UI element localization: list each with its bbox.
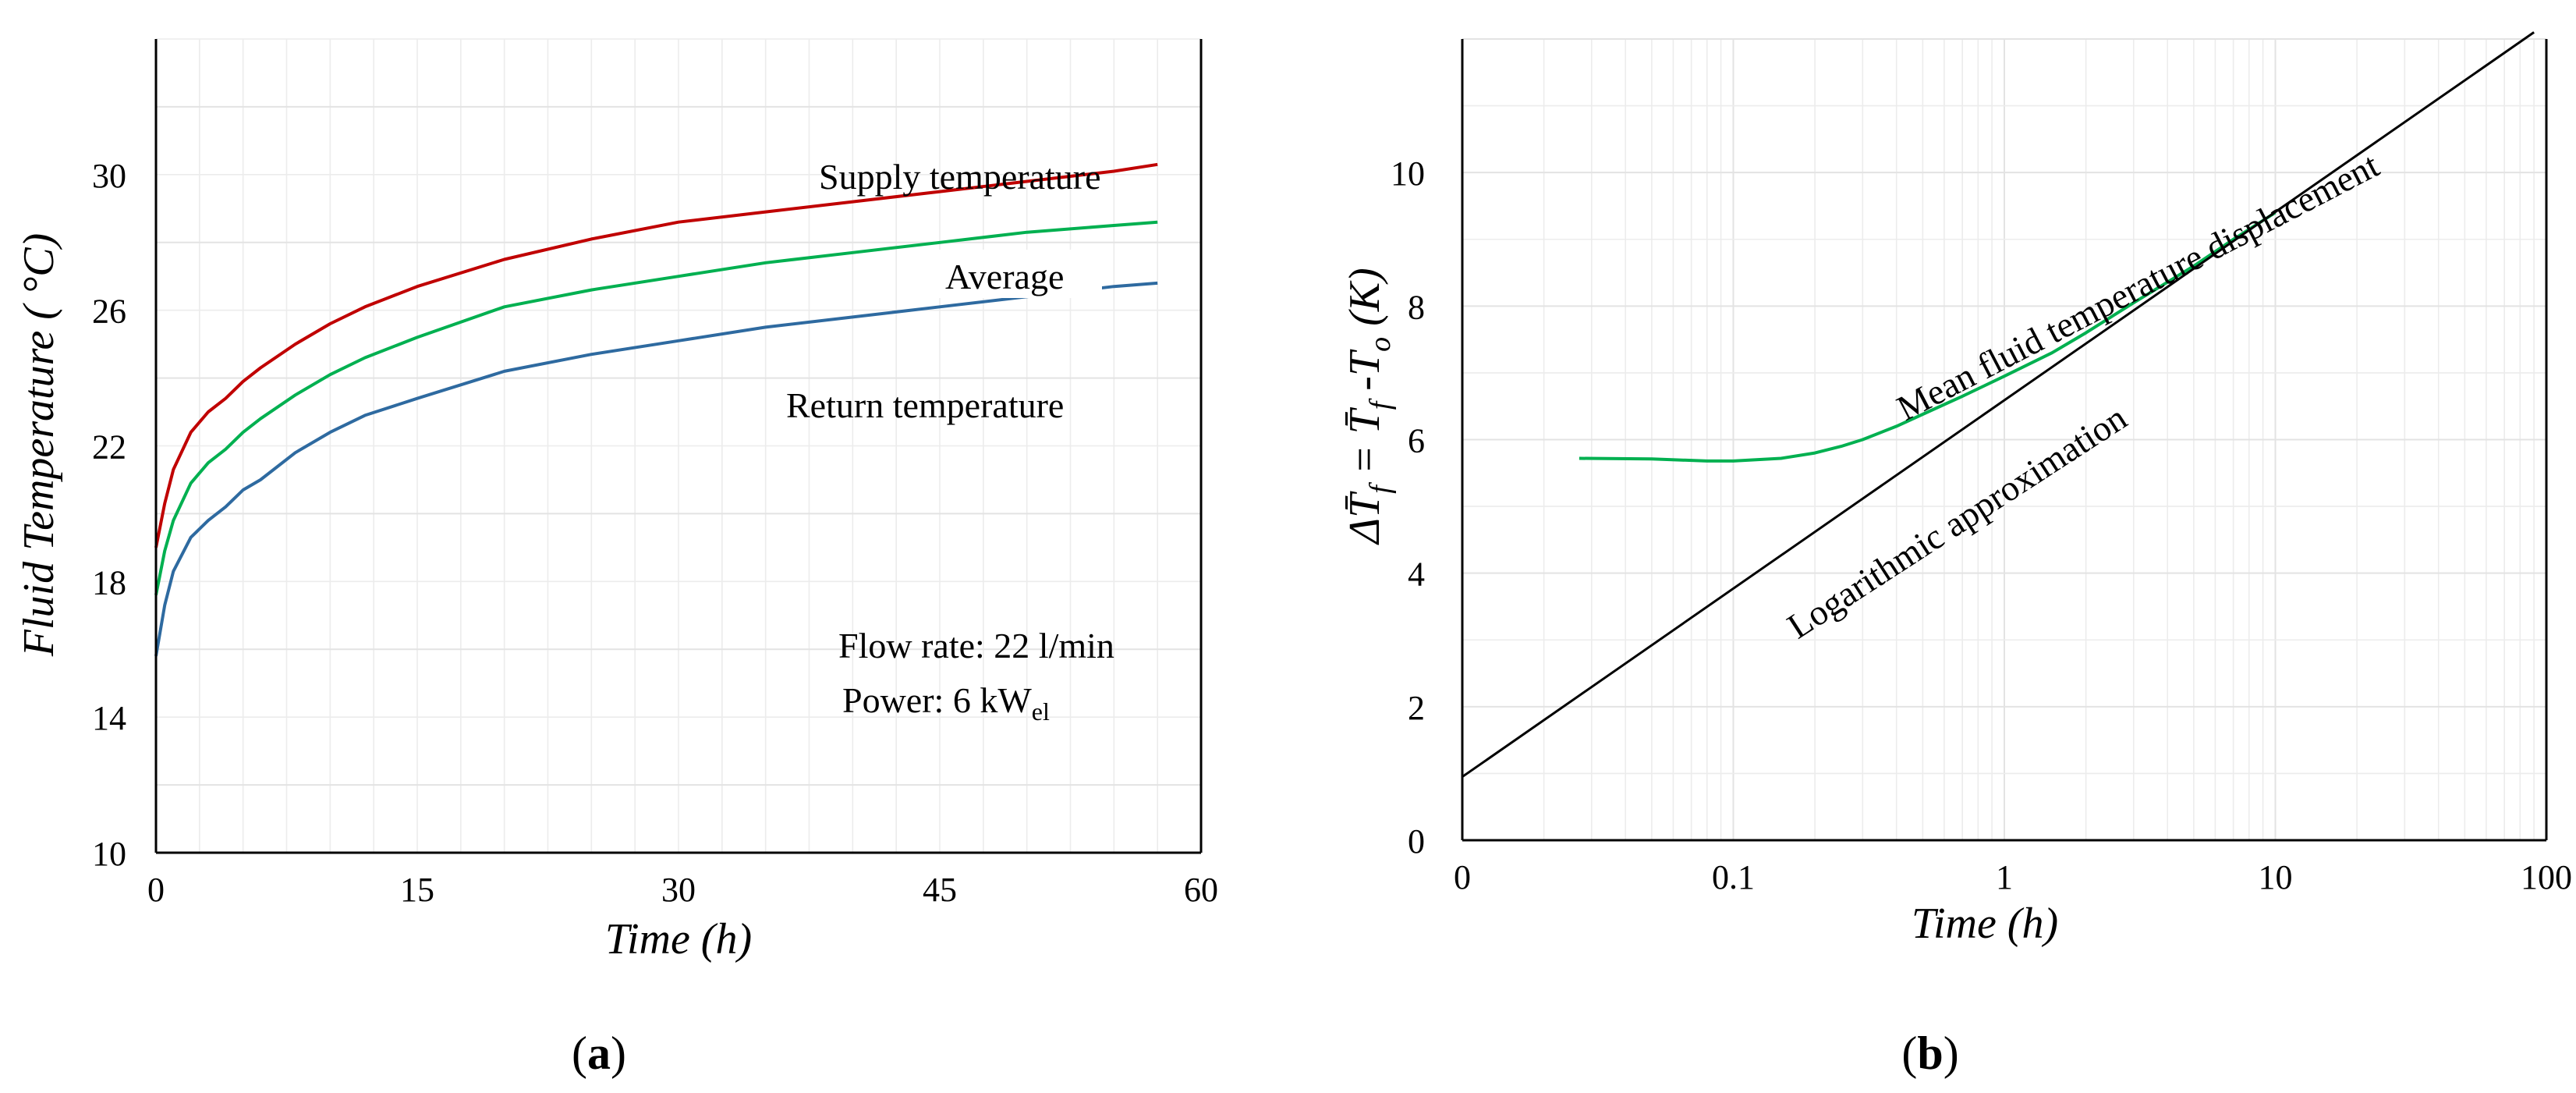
a-y-tick-label: 14 [92,699,126,737]
a-x-tick-label: 45 [923,871,957,909]
chart-b: 0 0.1 1 10 100 0 2 4 6 8 10 Time (h) ΔT̄f = T̄f -T… [1341,31,2572,1079]
b-y-tick-label: 10 [1391,154,1425,193]
b-annotation-log: Logarithmic approximation [1781,397,2134,646]
b-ylabel-minus: -T [1341,349,1389,402]
b-annotation-mean: Mean fluid temperature displacement [1890,145,2385,428]
b-y-tick-label: 8 [1408,288,1425,326]
a-y-tick-label: 10 [92,835,126,873]
b-ylabel-unit: (K) [1341,268,1389,337]
a-y-tick-label: 22 [92,428,126,467]
b-x-tick-label: 10 [2259,858,2293,896]
b-x-tick-label: 0.1 [1712,858,1755,896]
b-y-tick-label: 0 [1408,822,1425,861]
b-ylabel-sub-o: o [1364,337,1397,352]
b-y-tick-label: 2 [1408,689,1425,727]
b-x-tick-label: 1 [1996,858,2013,896]
b-ylabel-delta: ΔT̄ [1341,491,1389,545]
chart-a: 0 15 30 45 60 10 14 18 22 26 30 Time (h) Fluid Tem… [15,38,1218,1079]
b-series-mean-fluid-temperature-displacement [1579,211,2277,463]
b-panel-label: (b) [1901,1027,1958,1079]
a-y-tick-label: 18 [92,563,126,602]
a-annotation-flow: Flow rate: 22 l/min [838,626,1114,665]
a-annotation-average: Average [945,257,1064,296]
b-x-tick-label: 0 [1454,858,1471,896]
b-y-tick-label: 4 [1408,555,1425,594]
a-y-tick-label: 30 [92,157,126,195]
a-y-axis-label: Fluid Temperature ( °C) [15,233,63,657]
a-average-label-box [934,250,1102,298]
b-x-tick-label: 100 [2521,858,2572,896]
a-x-tick-label: 15 [400,871,434,909]
a-panel-label: (a) [572,1027,626,1079]
a-x-tick-label: 60 [1184,871,1218,909]
a-x-axis-label: Time (h) [605,915,752,963]
a-panel-letter: a [587,1027,611,1079]
b-y-axis-label: ΔT̄f = T̄f -To (K) [1341,268,1397,545]
b-ylabel-eq: = T̄ [1341,406,1389,485]
a-power-text: Power: 6 kW [842,680,1032,720]
a-y-tick-label: 26 [92,293,126,331]
a-annotation-power: Power: 6 kWel [842,680,1050,726]
a-series-return-temperature [154,281,1158,657]
a-annotation-return: Return temperature [786,385,1064,425]
a-series-average [154,220,1158,596]
a-annotation-supply: Supply temperature [819,157,1101,197]
a-x-tick-label: 30 [661,871,696,909]
b-series-logarithmic-approximation [1462,31,2535,778]
a-series-supply-temperature [154,162,1158,548]
a-power-subscript: el [1032,697,1050,726]
b-panel-letter: b [1917,1027,1943,1079]
b-x-axis-label: Time (h) [1912,900,2058,948]
b-y-tick-label: 6 [1408,422,1425,460]
a-x-tick-label: 0 [147,871,165,909]
